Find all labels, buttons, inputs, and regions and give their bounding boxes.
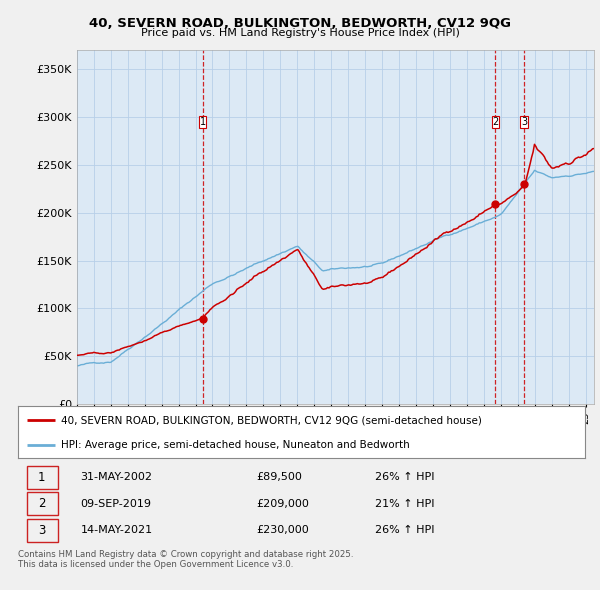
- Text: 09-SEP-2019: 09-SEP-2019: [80, 499, 151, 509]
- Text: £89,500: £89,500: [256, 473, 302, 483]
- Text: 40, SEVERN ROAD, BULKINGTON, BEDWORTH, CV12 9QG: 40, SEVERN ROAD, BULKINGTON, BEDWORTH, C…: [89, 17, 511, 30]
- FancyBboxPatch shape: [492, 116, 499, 127]
- Text: 1: 1: [200, 117, 206, 127]
- Text: 1: 1: [38, 471, 46, 484]
- Text: 26% ↑ HPI: 26% ↑ HPI: [375, 473, 435, 483]
- Bar: [26, 466, 58, 489]
- Text: £209,000: £209,000: [256, 499, 309, 509]
- FancyBboxPatch shape: [520, 116, 527, 127]
- Text: 3: 3: [38, 524, 46, 537]
- Text: 31-MAY-2002: 31-MAY-2002: [80, 473, 152, 483]
- Text: 14-MAY-2021: 14-MAY-2021: [80, 525, 152, 535]
- Text: 2: 2: [493, 117, 499, 127]
- Text: £230,000: £230,000: [256, 525, 309, 535]
- Text: Contains HM Land Registry data © Crown copyright and database right 2025.
This d: Contains HM Land Registry data © Crown c…: [18, 550, 353, 569]
- Text: 26% ↑ HPI: 26% ↑ HPI: [375, 525, 435, 535]
- Bar: [26, 519, 58, 542]
- Text: 21% ↑ HPI: 21% ↑ HPI: [375, 499, 435, 509]
- Text: Price paid vs. HM Land Registry's House Price Index (HPI): Price paid vs. HM Land Registry's House …: [140, 28, 460, 38]
- Text: 2: 2: [38, 497, 46, 510]
- Bar: [26, 492, 58, 516]
- Text: HPI: Average price, semi-detached house, Nuneaton and Bedworth: HPI: Average price, semi-detached house,…: [61, 440, 409, 450]
- Text: 3: 3: [521, 117, 527, 127]
- FancyBboxPatch shape: [199, 116, 206, 127]
- Text: 40, SEVERN ROAD, BULKINGTON, BEDWORTH, CV12 9QG (semi-detached house): 40, SEVERN ROAD, BULKINGTON, BEDWORTH, C…: [61, 415, 481, 425]
